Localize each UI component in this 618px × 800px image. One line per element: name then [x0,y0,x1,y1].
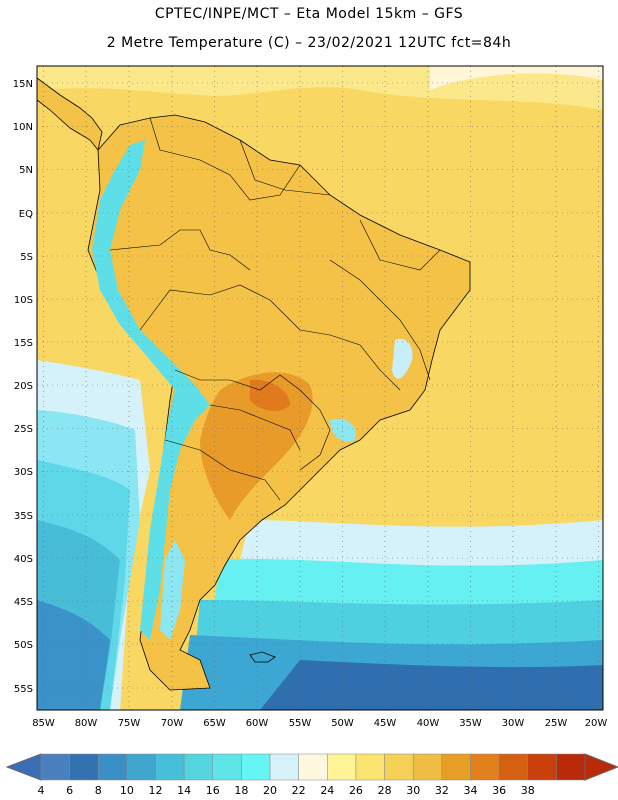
colorbar-swatch [327,753,357,781]
colorbar-swatch [183,753,214,781]
colorbar-swatch [155,753,185,781]
highlands-cool-patch [330,418,356,442]
map-frame [36,65,604,711]
colorbar-swatch [69,753,99,781]
colorbar-label: 24 [320,784,334,797]
lon-label: 35W [459,718,482,729]
colorbar-label: 38 [521,784,535,797]
cold-pacific-band [37,600,110,710]
colorbar-label: 26 [349,784,363,797]
colorbar-labels: 4 6 8 10 12 14 16 18 20 22 24 26 28 30 32 34 36 38 [38,784,535,797]
lat-label: 10N [13,122,33,133]
colorbar-label: 34 [463,784,477,797]
lon-label: 60W [246,718,269,729]
lat-label: 5S [20,252,33,263]
colorbar-label: 18 [234,784,248,797]
country-borders [109,117,441,501]
colorbar-label: 28 [378,784,392,797]
colorbar-swatch [241,753,271,781]
latitude-labels: 15N 10N 5N EQ 5S 10S 15S 20S 25S 30S 35S… [13,79,33,695]
lat-label: 35S [14,511,33,522]
colorbar-swatch [556,753,586,781]
lon-label: 25W [545,718,568,729]
lat-label: 15S [14,338,33,349]
lon-label: 65W [203,718,226,729]
colorbar-swatch [527,753,557,781]
colorbar: 4 6 8 10 12 14 16 18 20 22 24 26 28 30 32 34 36 38 [5,753,618,797]
cold-atlantic-band [260,660,603,710]
colorbar-swatch [384,753,414,781]
lon-label: 50W [331,718,354,729]
colorbar-swatch [269,753,299,781]
lon-label: 20W [585,718,608,729]
lat-label: 55S [14,684,33,695]
hot-interior-region [200,372,313,520]
lon-label: 55W [289,718,312,729]
lat-label: EQ [19,209,33,220]
colorbar-swatch [126,753,156,781]
colorbar-label: 22 [292,784,306,797]
andes-cold-ridge [92,140,210,640]
lat-label: 45S [14,597,33,608]
hottest-region [250,379,290,412]
map-title-line1: CPTEC/INPE/MCT – Eta Model 15km – GFS [154,6,464,22]
colorbar-swatch [40,753,70,781]
lon-label: 40W [417,718,440,729]
colorbar-label: 14 [177,784,191,797]
colorbar-label: 32 [435,784,449,797]
lon-label: 85W [32,718,55,729]
lat-label: 5N [19,165,33,176]
colorbar-swatch [355,753,385,781]
colorbar-swatch [470,753,500,781]
lat-label: 40S [14,554,33,565]
colorbar-label: 30 [406,784,420,797]
lon-label: 30W [502,718,525,729]
lon-label: 75W [118,718,141,729]
pale-band-ne [430,66,603,90]
colorbar-swatch [412,753,443,781]
map-field [37,66,603,710]
lon-label: 45W [374,718,397,729]
colorbar-label: 16 [206,784,220,797]
lat-label: 15N [13,79,33,90]
map-title-line2: 2 Metre Temperature (C) – 23/02/2021 12U… [106,35,512,51]
falkland-islands [249,651,276,663]
lat-label: 30S [14,467,33,478]
colorbar-swatch [298,753,328,781]
temperature-map: 15N 10N 5N EQ 5S 10S 15S 20S 25S 30S 35S… [13,65,607,729]
colorbar-left-arrow [5,753,42,781]
colorbar-label: 12 [149,784,163,797]
lon-label: 80W [75,718,98,729]
colorbar-swatch [498,753,528,781]
lon-label: 70W [161,718,184,729]
longitude-labels: 85W 80W 75W 70W 65W 60W 55W 50W 45W 40W … [32,718,607,729]
lat-label: 10S [14,295,33,306]
colorbar-swatch [98,753,128,781]
patagonia-cool-zone [160,540,185,640]
lat-label: 20S [14,381,33,392]
lat-label: 25S [14,424,33,435]
highlands-cool-patch-2 [392,338,413,379]
colorbar-boxes [40,753,586,781]
colorbar-label: 20 [263,784,277,797]
colorbar-swatch [441,753,471,781]
colorbar-label: 4 [38,784,45,797]
colorbar-label: 10 [120,784,134,797]
colorbar-label: 36 [492,784,506,797]
colorbar-swatch [212,753,242,781]
colorbar-label: 6 [66,784,73,797]
colorbar-label: 8 [95,784,102,797]
colorbar-right-arrow [584,753,618,781]
lat-label: 50S [14,640,33,651]
